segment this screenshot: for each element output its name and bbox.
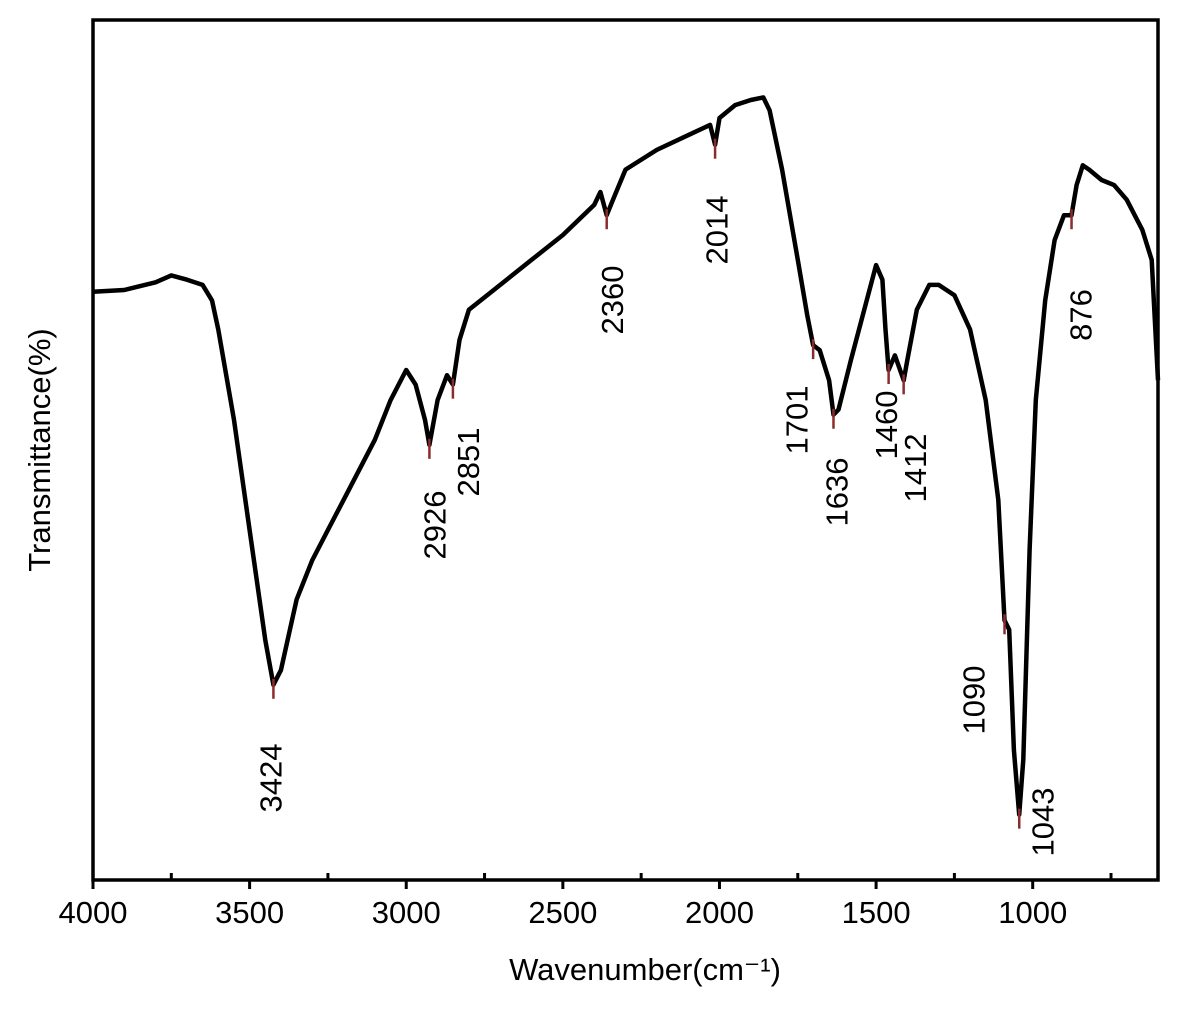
peak-label: 2851 (451, 428, 486, 497)
peak-label: 2014 (699, 196, 734, 265)
peak-label: 3424 (254, 744, 289, 813)
peak-label: 1090 (957, 666, 992, 735)
x-tick-label: 1000 (998, 895, 1067, 930)
x-axis-label: Wavenumber(cm⁻¹) (509, 952, 781, 987)
x-tick-label: 3500 (215, 895, 284, 930)
peak-label: 1701 (779, 386, 814, 455)
y-axis-label: Transmittance(%) (22, 328, 57, 571)
peak-label: 1412 (898, 434, 933, 503)
peak-label: 1043 (1025, 788, 1060, 857)
peak-label: 1460 (869, 391, 904, 460)
peak-label: 2926 (418, 491, 453, 560)
x-tick-label: 1500 (842, 895, 911, 930)
peak-label: 2360 (595, 266, 630, 335)
x-tick-label: 2000 (685, 895, 754, 930)
x-tick-label: 3000 (372, 895, 441, 930)
x-tick-label: 4000 (59, 895, 128, 930)
peak-label: 876 (1064, 289, 1099, 341)
spectrum-line (92, 95, 1161, 817)
plot-frame (91, 18, 1160, 882)
peak-label: 1636 (820, 458, 855, 527)
x-tick-label: 2500 (528, 895, 597, 930)
